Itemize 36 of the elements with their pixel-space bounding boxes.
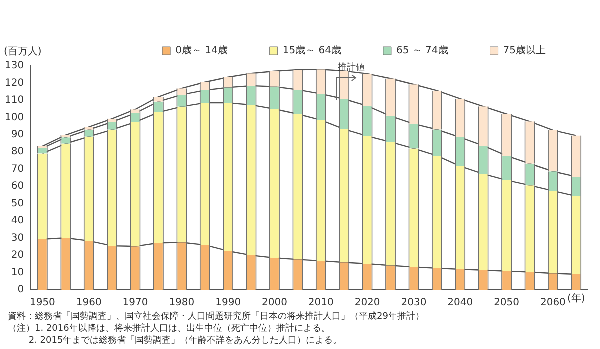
x-tick-label: 2050 [494,298,520,309]
y-tick-label: 130 [4,60,24,72]
y-tick-label: 40 [11,216,24,227]
legend-label: 75歳以上 [503,44,546,57]
y-tick-label: 70 [11,164,24,175]
y-tick-label: 50 [11,198,24,210]
text: 資料：総務省「国勢調査」、国立社会保障・人口問題研究所「日本の将来推計人口」（平成29年推計） [8,311,424,323]
y-tick-label: 80 [11,146,24,158]
text: （注）1. 2016年以降は、将来推計人口は、出生中位（死亡中位）推計による。 [8,323,332,335]
x-tick-label: 1960 [76,298,102,309]
x-tick-label: 2040 [448,298,474,309]
x-tick-label: 1980 [169,298,195,309]
legend-label: 65 ～ 74歳 [396,44,448,57]
y-tick-label: 120 [4,78,24,89]
x-tick-label: 1990 [216,298,242,309]
y-tick-label: 60 [11,181,24,192]
x-axis-title: (年) [567,292,586,305]
legend-label: 0歳～ 14歳 [176,44,228,57]
x-tick-label: 2030 [401,298,427,309]
y-tick-label: 90 [11,130,24,141]
legend-label: 15歳～ 64歳 [282,44,342,57]
annotation: 推計値 [338,62,365,73]
x-tick-label: 1970 [122,298,148,309]
text: 2. 2015年までは総務省「国勢調査」（年齢不詳をあん分した人口）による。 [28,335,344,347]
x-tick-label: 2010 [308,298,334,309]
y-tick-label: 100 [4,112,24,124]
x-tick-label: 2060 [540,298,566,309]
y-tick-label: 30 [11,232,24,244]
x-tick-label: 1950 [30,298,56,309]
y-tick-label: 0 [18,284,24,296]
x-tick-label: 2000 [262,298,288,309]
y-tick-label: 10 [11,267,24,278]
x-tick-label: 2020 [354,298,380,309]
y-tick-label: 20 [11,250,24,262]
y-tick-label: 110 [4,95,24,106]
y-axis-title: (百万人) [4,46,42,58]
